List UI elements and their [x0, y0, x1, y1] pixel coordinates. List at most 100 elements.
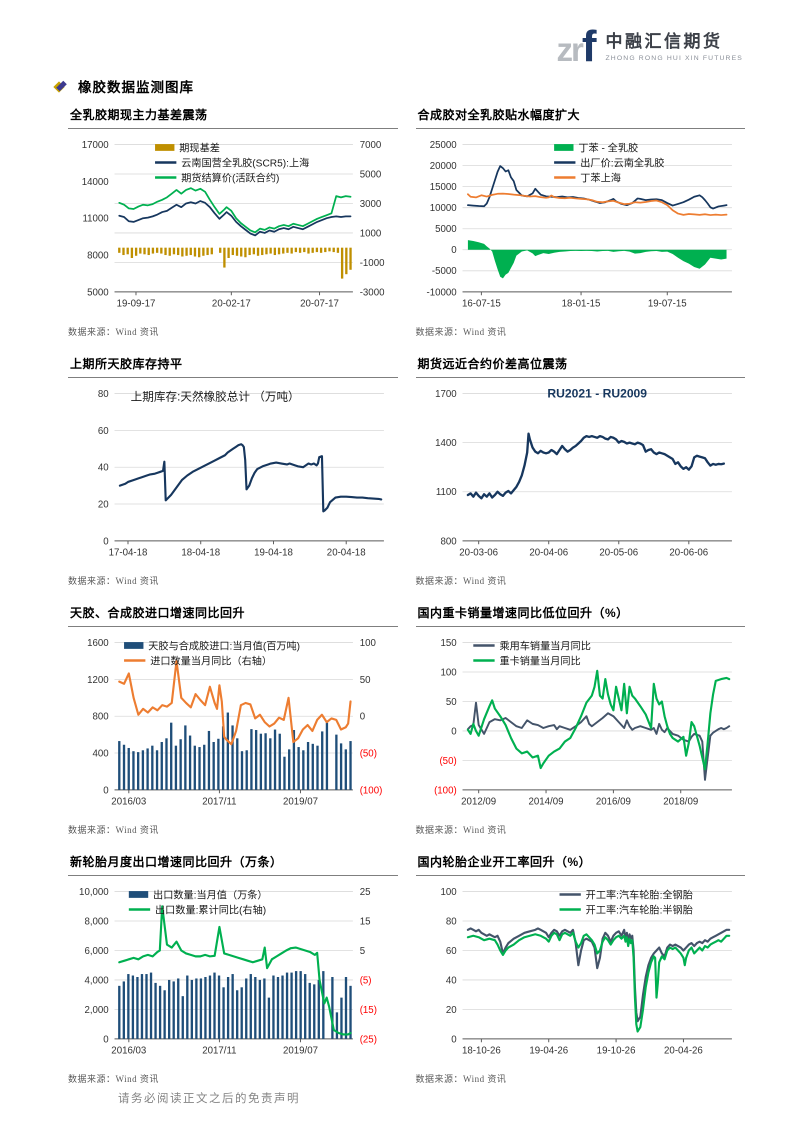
chart-title: 新轮胎月度出口增速同比回升（万条）	[70, 854, 283, 869]
svg-text:20-05-06: 20-05-06	[599, 547, 638, 558]
svg-text:80: 80	[98, 389, 109, 400]
svg-text:RU2021 - RU2009: RU2021 - RU2009	[547, 386, 647, 400]
chart-tire-exports: 10,000 8,000 6,000 4,000 2,000 0 25 15 5 (5) (15) (…	[68, 878, 398, 1068]
svg-text:11000: 11000	[82, 214, 109, 225]
svg-text:18-10-26: 18-10-26	[461, 1045, 500, 1056]
svg-text:80: 80	[445, 916, 456, 927]
svg-text:2016/03: 2016/03	[111, 1045, 146, 1056]
title-rule	[415, 376, 745, 378]
svg-text:上期库存:天然橡胶总计 （万吨）: 上期库存:天然橡胶总计 （万吨）	[131, 389, 300, 403]
svg-text:20-04-06: 20-04-06	[529, 547, 568, 558]
title-rule	[415, 874, 745, 876]
svg-text:1600: 1600	[87, 638, 109, 649]
svg-text:14000: 14000	[82, 177, 110, 188]
logo-zrf-mark: zrf	[556, 24, 596, 68]
svg-text:(100): (100)	[360, 785, 383, 796]
svg-text:5000: 5000	[360, 169, 382, 180]
svg-text:-1000: -1000	[360, 258, 385, 269]
svg-text:期现基差: 期现基差	[179, 141, 220, 154]
chart-imports: 1600 1200 800 400 0 100 50 0 (50) (100) 2016/03 201…	[68, 629, 398, 819]
data-source: 数据来源：Wind 资讯	[415, 824, 507, 835]
svg-text:2016/03: 2016/03	[111, 796, 146, 807]
svg-text:10000: 10000	[429, 203, 457, 214]
svg-text:17000: 17000	[82, 140, 110, 151]
svg-text:云南国营全乳胶(SCR5):上海: 云南国营全乳胶(SCR5):上海	[181, 156, 309, 169]
svg-text:20-04-18: 20-04-18	[327, 547, 366, 558]
svg-text:2017/11: 2017/11	[202, 796, 236, 807]
svg-text:8,000: 8,000	[84, 916, 109, 927]
svg-text:2012/09: 2012/09	[461, 796, 496, 807]
svg-text:20-03-06: 20-03-06	[459, 547, 498, 558]
chart-inventory: 80 60 40 20 0 17-04-18 18-04-18 19-04-18 20-04-1…	[68, 380, 398, 570]
svg-text:0: 0	[103, 785, 109, 796]
svg-text:50: 50	[445, 697, 456, 708]
chart-calendar-spread: 1700 1400 1100 800 20-03-06 20-04-06 20-05-06 2…	[416, 380, 746, 570]
svg-text:天胶与合成胶进口:当月值(百万吨): 天胶与合成胶进口:当月值(百万吨)	[148, 639, 300, 652]
data-source: 数据来源：Wind 资讯	[415, 1073, 507, 1084]
title-rule	[68, 625, 398, 627]
svg-text:800: 800	[93, 711, 110, 722]
company-name-cn: 中融汇信期货	[605, 32, 723, 51]
svg-text:0: 0	[103, 536, 109, 547]
data-source: 数据来源：Wind 资讯	[415, 575, 507, 586]
data-source: 数据来源：Wind 资讯	[68, 1073, 159, 1084]
title-rule	[68, 128, 398, 129]
svg-text:60: 60	[98, 426, 109, 437]
page-header: zrf 中融汇信期货 ZHONG RONG HUI XIN FUTURES	[0, 0, 793, 68]
svg-text:2019/07: 2019/07	[283, 796, 318, 807]
svg-text:丁苯 - 全乳胶: 丁苯 - 全乳胶	[578, 141, 638, 154]
title-rule	[68, 874, 398, 876]
company-logo: zrf 中融汇信期货 ZHONG RONG HUI XIN FUTURES	[556, 14, 743, 68]
svg-text:40: 40	[445, 975, 456, 986]
svg-text:19-10-26: 19-10-26	[596, 1045, 635, 1056]
svg-text:3000: 3000	[360, 199, 382, 210]
svg-text:6,000: 6,000	[84, 946, 109, 957]
chart-synthetic-discount: 25000 20000 15000 10000 5000 0 -5000 -10000 16-0…	[416, 131, 746, 321]
data-source: 数据来源：Wind 资讯	[68, 824, 159, 835]
svg-text:18-01-15: 18-01-15	[561, 298, 600, 309]
svg-text:1400: 1400	[435, 438, 457, 449]
svg-text:18-04-18: 18-04-18	[181, 547, 220, 558]
chart-operating-rate: 100 80 60 40 20 0 18-10-26 19-04-26 19-10-26 20-0…	[416, 878, 746, 1068]
svg-text:期货结算价(活跃合约): 期货结算价(活跃合约)	[181, 171, 279, 184]
svg-text:7000: 7000	[360, 140, 382, 151]
svg-text:25: 25	[360, 887, 371, 898]
company-name-en: ZHONG RONG HUI XIN FUTURES	[605, 55, 743, 62]
disclaimer-footer: 请务必阅读正文之后的免责声明	[118, 1093, 300, 1105]
svg-text:2017/11: 2017/11	[202, 1045, 236, 1056]
svg-text:2018/09: 2018/09	[663, 796, 698, 807]
chart-title: 天胶、合成胶进口增速同比回升	[70, 605, 246, 620]
svg-text:0: 0	[451, 245, 457, 256]
svg-text:(5): (5)	[360, 975, 372, 986]
svg-text:-10000: -10000	[426, 287, 457, 298]
svg-text:17-04-18: 17-04-18	[109, 547, 148, 558]
svg-text:20: 20	[98, 499, 109, 510]
svg-text:1000: 1000	[360, 228, 382, 239]
svg-text:开工率:汽车轮胎:全钢胎: 开工率:汽车轮胎:全钢胎	[585, 888, 692, 901]
section-bullet-icon	[54, 80, 67, 93]
chart-card-inventory: 上期所天胶库存持平 80 60 40 20 0 17-04-18 18-04-18 19-04…	[68, 355, 398, 587]
chart-card-truck-sales: 国内重卡销量增速同比低位回升（%） 150 100 50 0 (50) (100) 2012…	[415, 604, 746, 836]
title-rule	[415, 625, 745, 627]
svg-text:15: 15	[360, 916, 371, 927]
svg-text:5000: 5000	[435, 224, 457, 235]
chart-card-operating-rate: 国内轮胎企业开工率回升（%） 100 80 60 40 20 0 18-10-26 19-04…	[415, 853, 746, 1085]
chart-card-tire-exports: 新轮胎月度出口增速同比回升（万条） 10,000 8,000 6,000 4,000 2…	[68, 853, 398, 1085]
chart-card-synthetic-discount: 合成胶对全乳胶贴水幅度扩大 25000 20000 15000 10000 5000 0 -…	[415, 106, 746, 338]
svg-text:开工率:汽车轮胎:半钢胎: 开工率:汽车轮胎:半钢胎	[585, 903, 692, 916]
svg-text:40: 40	[98, 463, 109, 474]
data-source: 数据来源：Wind 资讯	[68, 326, 159, 337]
chart-title: 上期所天胶库存持平	[70, 356, 183, 371]
chart-truck-sales: 150 100 50 0 (50) (100) 2012/09 2014/09 2016/09 2…	[416, 629, 746, 819]
svg-text:(100): (100)	[434, 785, 457, 796]
chart-title: 全乳胶期现主力基差震荡	[70, 108, 208, 122]
section-title: 橡胶数据监测图库	[78, 80, 194, 95]
svg-text:5000: 5000	[87, 287, 109, 298]
svg-text:800: 800	[440, 536, 457, 547]
svg-text:0: 0	[451, 726, 457, 737]
title-rule	[68, 376, 398, 378]
svg-text:重卡销量当月同比: 重卡销量当月同比	[499, 654, 580, 667]
logo-zr-letters: zr	[556, 30, 583, 68]
svg-text:16-07-15: 16-07-15	[461, 298, 500, 309]
